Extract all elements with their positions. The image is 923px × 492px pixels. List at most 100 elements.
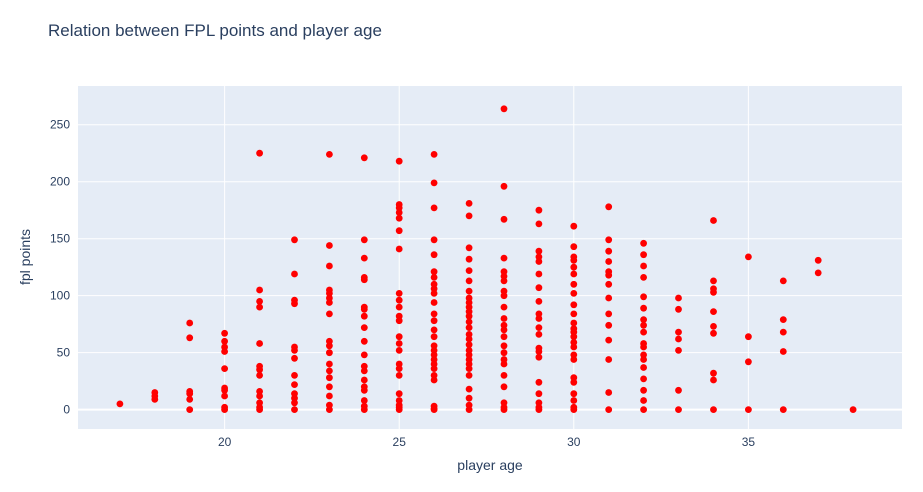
data-point[interactable] — [326, 262, 333, 270]
data-point[interactable] — [326, 367, 333, 375]
data-point[interactable] — [640, 239, 647, 247]
data-point[interactable] — [500, 383, 508, 391]
data-point[interactable] — [186, 334, 194, 342]
data-point[interactable] — [500, 360, 508, 368]
data-point[interactable] — [395, 406, 403, 413]
data-point[interactable] — [605, 321, 613, 329]
data-point[interactable] — [570, 333, 578, 341]
data-point[interactable] — [256, 406, 263, 413]
data-point[interactable] — [640, 321, 647, 329]
data-point[interactable] — [326, 299, 333, 306]
data-point[interactable] — [570, 301, 578, 309]
data-point[interactable] — [221, 348, 229, 355]
data-point[interactable] — [221, 392, 229, 400]
data-point[interactable] — [360, 406, 368, 413]
data-point[interactable] — [430, 365, 438, 372]
data-point[interactable] — [360, 397, 368, 404]
data-point[interactable] — [500, 333, 508, 341]
data-point[interactable] — [640, 293, 647, 301]
data-point[interactable] — [395, 365, 403, 372]
data-point[interactable] — [675, 305, 682, 313]
data-point[interactable] — [360, 337, 368, 345]
data-point[interactable] — [116, 400, 124, 408]
data-point[interactable] — [186, 406, 194, 413]
data-point[interactable] — [745, 358, 752, 366]
data-point[interactable] — [640, 406, 647, 413]
data-point[interactable] — [326, 310, 333, 318]
data-point[interactable] — [779, 277, 787, 285]
data-point[interactable] — [640, 251, 647, 259]
data-point[interactable] — [430, 236, 438, 244]
data-point[interactable] — [360, 376, 368, 384]
data-point[interactable] — [291, 399, 298, 407]
data-point[interactable] — [326, 374, 333, 382]
data-point[interactable] — [500, 215, 508, 223]
data-point[interactable] — [814, 256, 822, 264]
data-point[interactable] — [465, 324, 473, 331]
data-point[interactable] — [605, 247, 613, 255]
data-point[interactable] — [221, 406, 229, 413]
data-point[interactable] — [535, 406, 543, 413]
data-point[interactable] — [570, 390, 578, 398]
data-point[interactable] — [395, 245, 403, 253]
data-point[interactable] — [430, 310, 438, 318]
data-point[interactable] — [605, 356, 613, 363]
data-point[interactable] — [640, 397, 647, 404]
data-point[interactable] — [535, 390, 543, 398]
data-point[interactable] — [570, 256, 578, 264]
data-point[interactable] — [605, 310, 613, 318]
data-point[interactable] — [326, 151, 333, 158]
data-point[interactable] — [779, 328, 787, 336]
data-point[interactable] — [360, 367, 368, 375]
data-point[interactable] — [465, 335, 473, 343]
data-point[interactable] — [570, 397, 578, 404]
data-point[interactable] — [605, 203, 613, 211]
data-point[interactable] — [186, 319, 194, 327]
data-point[interactable] — [500, 303, 508, 311]
data-point[interactable] — [430, 406, 438, 413]
data-point[interactable] — [430, 204, 438, 212]
data-point[interactable] — [570, 290, 578, 297]
data-point[interactable] — [360, 236, 368, 244]
data-point[interactable] — [430, 317, 438, 325]
data-point[interactable] — [500, 182, 508, 190]
data-point[interactable] — [326, 383, 333, 391]
data-point[interactable] — [675, 406, 682, 413]
data-point[interactable] — [640, 262, 647, 270]
data-point[interactable] — [395, 372, 403, 379]
data-point[interactable] — [570, 406, 578, 413]
data-point[interactable] — [256, 340, 263, 347]
data-point[interactable] — [710, 308, 717, 315]
data-point[interactable] — [535, 353, 543, 361]
data-point[interactable] — [570, 280, 578, 288]
data-point[interactable] — [640, 386, 647, 394]
data-point[interactable] — [570, 319, 578, 327]
data-point[interactable] — [570, 343, 578, 351]
data-point[interactable] — [465, 212, 473, 220]
data-point[interactable] — [500, 277, 508, 285]
data-point[interactable] — [430, 179, 438, 187]
data-point[interactable] — [640, 375, 647, 383]
data-point[interactable] — [535, 270, 543, 278]
data-point[interactable] — [465, 287, 473, 295]
data-point[interactable] — [535, 348, 543, 355]
data-point[interactable] — [570, 243, 578, 251]
data-point[interactable] — [465, 255, 473, 263]
data-point[interactable] — [710, 329, 717, 337]
data-point[interactable] — [465, 244, 473, 252]
data-point[interactable] — [360, 154, 368, 162]
data-point[interactable] — [430, 299, 438, 306]
data-point[interactable] — [640, 304, 647, 312]
data-point[interactable] — [675, 328, 682, 336]
data-point[interactable] — [326, 349, 333, 357]
data-point[interactable] — [605, 236, 613, 244]
data-point[interactable] — [395, 317, 403, 325]
data-point[interactable] — [291, 354, 298, 362]
data-point[interactable] — [675, 347, 682, 354]
data-point[interactable] — [675, 335, 682, 343]
data-point[interactable] — [500, 105, 508, 113]
data-point[interactable] — [326, 360, 333, 368]
data-point[interactable] — [256, 372, 263, 379]
data-point[interactable] — [395, 290, 403, 297]
data-point[interactable] — [605, 271, 613, 279]
